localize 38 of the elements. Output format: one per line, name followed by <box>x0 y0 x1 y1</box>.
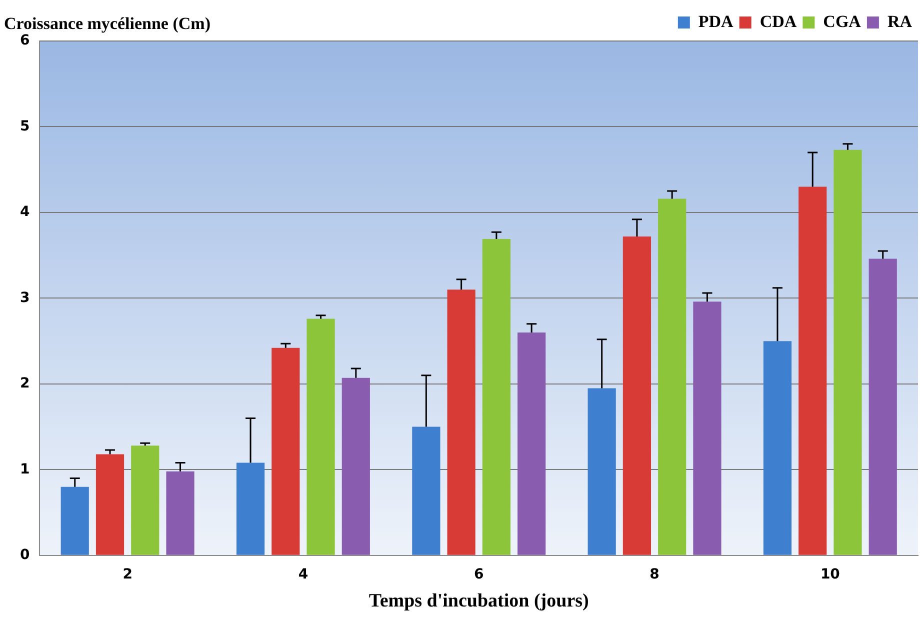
bar <box>236 462 265 555</box>
y-axis-title: Croissance mycélienne (Cm) <box>4 14 210 34</box>
bar <box>412 426 440 555</box>
y-tick-label: 2 <box>20 376 30 392</box>
y-tick-label: 4 <box>20 204 30 220</box>
bar <box>588 388 616 555</box>
legend-label: PDA <box>698 12 734 31</box>
bar <box>693 302 722 555</box>
bar <box>342 378 370 555</box>
bar <box>518 332 546 555</box>
bar <box>622 236 652 555</box>
x-tick-label: 8 <box>650 566 660 582</box>
y-tick-label: 0 <box>20 547 30 564</box>
bar <box>131 446 160 555</box>
bar <box>834 150 862 555</box>
y-tick-label: 1 <box>20 461 30 478</box>
bar <box>306 318 335 555</box>
bar <box>96 454 124 555</box>
bar <box>658 198 686 555</box>
bar <box>482 239 510 555</box>
bar <box>166 471 194 555</box>
y-tick-label: 3 <box>20 290 30 306</box>
bar <box>763 341 792 555</box>
x-axis-title: Temps d'incubation (jours) <box>368 590 589 612</box>
bar <box>447 290 476 555</box>
x-tick-label: 6 <box>474 566 484 582</box>
legend-label: CDA <box>760 12 798 31</box>
y-tick-label: 6 <box>20 32 30 49</box>
y-tick-label: 5 <box>20 118 30 134</box>
legend-label: RA <box>887 12 913 31</box>
x-tick-label: 4 <box>298 566 308 582</box>
bar <box>272 348 300 555</box>
bar <box>60 486 89 555</box>
bar <box>868 258 897 555</box>
legend-label: CGA <box>823 12 862 31</box>
x-tick-label: 10 <box>820 566 840 582</box>
x-tick-label: 2 <box>122 566 132 582</box>
bar <box>798 186 827 555</box>
